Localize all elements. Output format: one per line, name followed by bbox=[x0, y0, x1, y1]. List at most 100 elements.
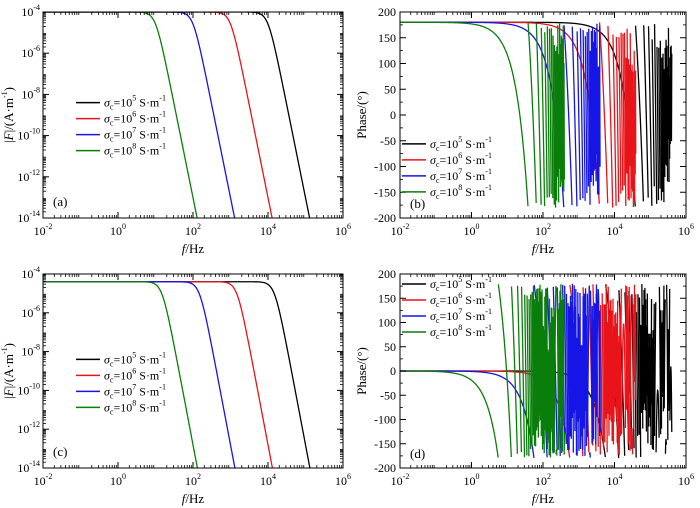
series-group bbox=[43, 281, 311, 468]
x-axis: 10-2 100 102 104 106 bbox=[391, 274, 694, 488]
legend: σc=105 S·m-1σc=106 S·m-1σc=107 S·m-1σc=1… bbox=[76, 350, 166, 416]
x-tick-label: 10-2 bbox=[391, 222, 410, 238]
axes-frame bbox=[42, 273, 344, 469]
y-tick-label: 10-4 bbox=[21, 3, 40, 19]
legend-label: σc=105 S·m-1 bbox=[430, 135, 492, 153]
y-tick-label: -150 bbox=[374, 437, 396, 451]
y-axis-label: |F|/(A·m-1) bbox=[0, 87, 16, 143]
y-tick-label: 10-10 bbox=[17, 381, 40, 397]
legend-label: σc=105 S·m-1 bbox=[430, 275, 492, 293]
x-axis: 10-2 100 102 104 106 bbox=[34, 12, 351, 238]
y-tick-label: -50 bbox=[380, 134, 396, 148]
panel-label: (d) bbox=[410, 446, 425, 461]
legend-label: σc=106 S·m-1 bbox=[104, 110, 166, 128]
x-tick-label: 100 bbox=[110, 472, 126, 488]
x-tick-label: 104 bbox=[260, 222, 276, 238]
y-tick-label: -150 bbox=[374, 185, 396, 199]
legend-label: σc=105 S·m-1 bbox=[104, 94, 166, 112]
x-tick-label: 100 bbox=[464, 222, 480, 238]
x-tick-label: 100 bbox=[464, 472, 480, 488]
y-tick-label: 200 bbox=[378, 5, 396, 19]
series-line-sigma-1e8 bbox=[43, 12, 198, 218]
series-group bbox=[43, 12, 311, 218]
series-line-sigma-1e8 bbox=[400, 21, 565, 208]
x-axis-label: f/Hz bbox=[532, 241, 555, 256]
x-axis: 10-2 100 102 104 106 bbox=[391, 12, 694, 238]
x-tick-label: 104 bbox=[260, 472, 276, 488]
x-axis: 10-2 100 102 104 106 bbox=[34, 274, 351, 488]
x-tick-label: 10-2 bbox=[34, 472, 53, 488]
legend-label: σc=108 S·m-1 bbox=[104, 142, 166, 160]
axes-frame bbox=[42, 11, 344, 219]
y-tick-label: 10-10 bbox=[17, 127, 40, 143]
legend: σc=105 S·m-1σc=106 S·m-1σc=107 S·m-1σc=1… bbox=[76, 94, 166, 160]
y-tick-label: 50 bbox=[384, 82, 396, 96]
x-tick-label: 106 bbox=[678, 472, 694, 488]
legend: σc=105 S·m-1σc=106 S·m-1σc=107 S·m-1σc=1… bbox=[402, 275, 492, 341]
y-tick-label: 10-12 bbox=[17, 420, 40, 436]
y-tick-label: 10-8 bbox=[21, 343, 40, 359]
x-tick-label: 102 bbox=[185, 472, 201, 488]
y-axis: -200 -150 -100 -50 0 50 100 150 200 bbox=[374, 5, 686, 225]
x-tick-label: 104 bbox=[607, 222, 623, 238]
y-tick-label: 10-4 bbox=[21, 265, 40, 281]
series-line-sigma-1e8 bbox=[43, 281, 199, 468]
y-tick-label: 150 bbox=[378, 291, 396, 305]
y-tick-label: 10-12 bbox=[17, 168, 40, 184]
y-tick-label: 100 bbox=[378, 316, 396, 330]
series-line-sigma-1e7 bbox=[400, 21, 601, 208]
x-axis-label: f/Hz bbox=[182, 241, 205, 256]
y-tick-label: -200 bbox=[374, 461, 396, 475]
legend-label: σc=108 S·m-1 bbox=[104, 398, 166, 416]
y-tick-label: 10-14 bbox=[17, 209, 40, 225]
y-tick-label: 10-6 bbox=[21, 304, 40, 320]
y-tick-label: 10-6 bbox=[21, 44, 40, 60]
y-tick-label: 150 bbox=[378, 31, 396, 45]
series-line-sigma-1e6 bbox=[400, 21, 637, 208]
series-group bbox=[400, 21, 673, 208]
y-tick-label: 0 bbox=[390, 108, 396, 122]
panel-b: 10-2 100 102 104 106f/Hz-200-150-100-5005010… bbox=[354, 5, 694, 256]
legend-label: σc=107 S·m-1 bbox=[104, 382, 166, 400]
legend: σc=105 S·m-1σc=106 S·m-1σc=107 S·m-1σc=1… bbox=[402, 135, 492, 201]
panel-label: (a) bbox=[53, 194, 67, 209]
panel-a: 10-2 100 102 104 106f/Hz10-1410-1210-1010-81… bbox=[0, 3, 351, 256]
x-axis-label: f/Hz bbox=[182, 491, 205, 506]
y-axis: -200 -150 -100 -50 0 50 100 150 200 bbox=[374, 267, 686, 475]
x-tick-label: 10-2 bbox=[34, 222, 53, 238]
panel-label: (c) bbox=[53, 444, 67, 459]
legend-label: σc=107 S·m-1 bbox=[104, 126, 166, 144]
panel-c: 10-2 100 102 104 106f/Hz10-1410-1210-1010-81… bbox=[0, 265, 351, 506]
series-line-sigma-1e5 bbox=[43, 12, 311, 218]
legend-label: σc=107 S·m-1 bbox=[430, 167, 492, 185]
x-tick-label: 102 bbox=[535, 222, 551, 238]
y-tick-label: 50 bbox=[384, 340, 396, 354]
legend-label: σc=105 S·m-1 bbox=[104, 350, 166, 368]
legend-label: σc=108 S·m-1 bbox=[430, 183, 492, 201]
y-tick-label: 10-8 bbox=[21, 85, 40, 101]
series-line-sigma-1e5 bbox=[43, 281, 311, 468]
x-tick-label: 102 bbox=[535, 472, 551, 488]
y-tick-label: -100 bbox=[374, 413, 396, 427]
legend-label: σc=108 S·m-1 bbox=[430, 323, 492, 341]
y-tick-label: -50 bbox=[380, 388, 396, 402]
y-tick-label: -200 bbox=[374, 211, 396, 225]
series-line-sigma-1e7 bbox=[43, 12, 236, 218]
y-axis-label: |F|/(A·m-1) bbox=[0, 343, 16, 399]
x-tick-label: 106 bbox=[335, 222, 351, 238]
legend-label: σc=106 S·m-1 bbox=[104, 366, 166, 384]
y-tick-label: 0 bbox=[390, 364, 396, 378]
panel-d: 10-2 100 102 104 106f/Hz-200-150-100-5005010… bbox=[354, 267, 694, 506]
x-axis-label: f/Hz bbox=[532, 491, 555, 506]
y-axis: 10-14 10-12 10-10 10-8 10-6 10-4 bbox=[17, 3, 343, 225]
y-tick-label: 100 bbox=[378, 57, 396, 71]
x-tick-label: 102 bbox=[185, 222, 201, 238]
y-axis-label: Phase/(°) bbox=[354, 91, 369, 139]
panel-label: (b) bbox=[410, 196, 425, 211]
y-tick-label: 200 bbox=[378, 267, 396, 281]
y-axis-label: Phase/(°) bbox=[354, 347, 369, 395]
x-tick-label: 106 bbox=[335, 472, 351, 488]
y-axis: 10-14 10-12 10-10 10-8 10-6 10-4 bbox=[17, 265, 343, 475]
legend-label: σc=106 S·m-1 bbox=[430, 291, 492, 309]
